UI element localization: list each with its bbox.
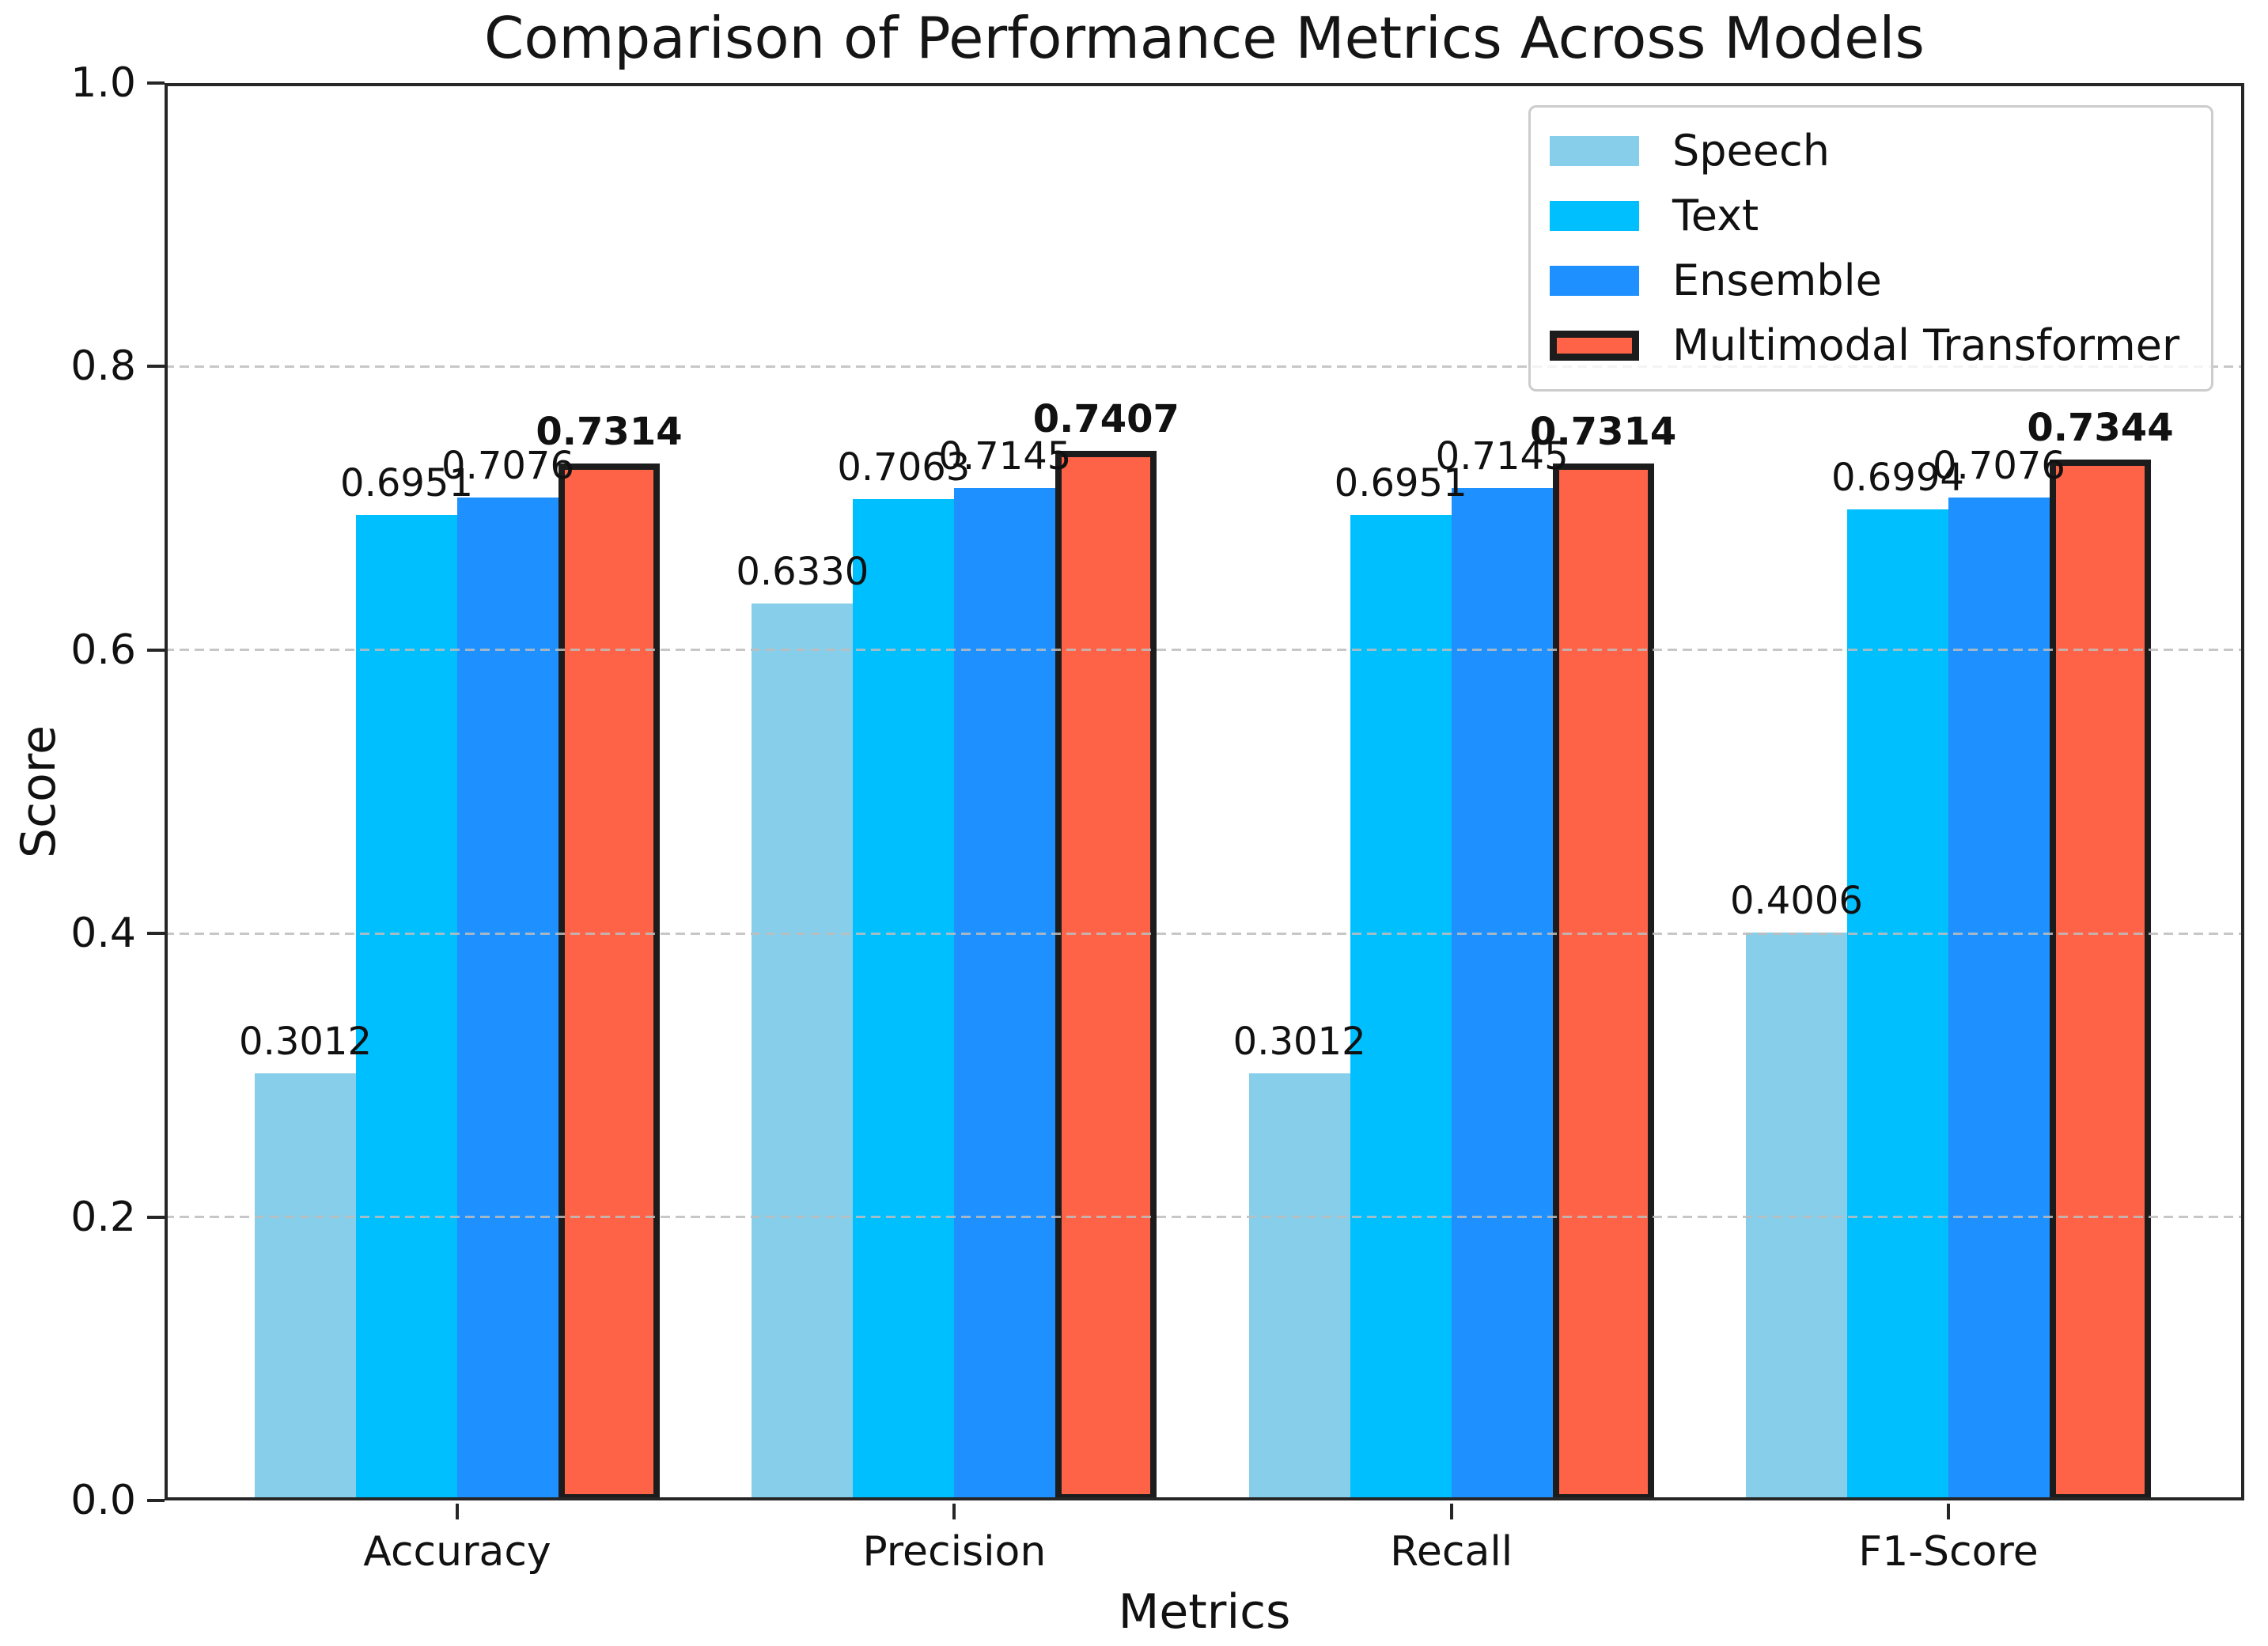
ytick-label-0.2: 0.2 <box>70 1193 136 1241</box>
ytick-label-1.0: 1.0 <box>70 59 136 107</box>
ytick-mark-0.2 <box>147 1215 165 1219</box>
legend-item-text: Text <box>1550 193 2179 239</box>
value-label-speech-precision: 0.6330 <box>736 549 869 594</box>
chart-title: Comparison of Performance Metrics Across… <box>484 5 1925 71</box>
ytick-label-0.8: 0.8 <box>70 342 136 391</box>
legend-swatch-speech <box>1550 136 1639 166</box>
legend-label-text: Text <box>1672 191 1759 240</box>
bar-multimodal-transformer-precision <box>1055 450 1157 1500</box>
legend-label-speech: Speech <box>1672 126 1830 176</box>
value-label-speech-f1-score: 0.4006 <box>1730 879 1863 924</box>
bar-speech-recall <box>1248 1073 1350 1500</box>
legend-swatch-text <box>1550 201 1639 231</box>
value-label-speech-accuracy: 0.3012 <box>239 1020 372 1065</box>
xtick-label-recall: Recall <box>1390 1528 1513 1576</box>
legend-swatch-ensemble <box>1550 266 1639 296</box>
value-label-ensemble-f1-score: 0.7076 <box>1933 443 2065 488</box>
ytick-mark-0.0 <box>147 1499 165 1502</box>
xtick-mark-accuracy <box>456 1504 459 1519</box>
ytick-label-0.0: 0.0 <box>70 1477 136 1524</box>
left-spine <box>165 83 168 1500</box>
legend-item-speech: Speech <box>1550 128 2179 174</box>
value-label-text-f1-score: 0.6994 <box>1831 455 1964 500</box>
legend-item-ensemble: Ensemble <box>1550 258 2179 304</box>
right-spine <box>2241 83 2244 1500</box>
ytick-label-0.6: 0.6 <box>70 626 136 674</box>
value-label-ensemble-recall: 0.7145 <box>1435 433 1569 479</box>
bar-text-precision <box>853 499 955 1500</box>
ytick-mark-1.0 <box>147 81 165 85</box>
bar-multimodal-transformer-accuracy <box>558 464 660 1500</box>
plot-area: 0.3012 0.6951 0.7076 0.7314 0.6330 0.7063 0.71… <box>165 83 2244 1500</box>
value-label-multimodal-transformer-f1-score: 0.7344 <box>2027 405 2174 450</box>
bar-text-accuracy <box>356 515 457 1500</box>
value-label-text-accuracy: 0.6951 <box>340 461 473 506</box>
ytick-mark-0.6 <box>147 648 165 652</box>
xtick-mark-precision <box>952 1504 956 1519</box>
bar-ensemble-f1-score <box>1948 497 2050 1500</box>
ytick-label-0.4: 0.4 <box>70 910 136 958</box>
bar-ensemble-accuracy <box>457 497 558 1500</box>
xtick-label-accuracy: Accuracy <box>363 1528 551 1576</box>
xtick-mark-recall <box>1449 1504 1453 1519</box>
value-label-text-recall: 0.6951 <box>1334 461 1467 506</box>
value-label-multimodal-transformer-recall: 0.7314 <box>1530 410 1677 455</box>
y-axis-label: Score <box>11 725 66 859</box>
gridline-0.8 <box>165 365 2244 368</box>
x-axis-label: Metrics <box>1118 1584 1291 1640</box>
top-spine <box>165 83 2244 86</box>
bar-multimodal-transformer-recall <box>1552 464 1654 1500</box>
value-label-multimodal-transformer-precision: 0.7407 <box>1032 396 1179 441</box>
bar-group-recall: 0.3012 0.6951 0.7145 0.7314 <box>1233 83 1676 1500</box>
bar-group-f1-score: 0.4006 0.6994 0.7076 0.7344 <box>1730 83 2174 1500</box>
bar-multimodal-transformer-f1-score <box>2049 459 2151 1500</box>
value-label-speech-recall: 0.3012 <box>1232 1020 1366 1065</box>
xtick-label-precision: Precision <box>862 1528 1047 1576</box>
value-label-ensemble-accuracy: 0.7076 <box>441 443 574 488</box>
legend: Speech Text Ensemble Multimodal Transformer <box>1528 105 2214 392</box>
legend-swatch-multimodal-transformer <box>1550 331 1639 361</box>
bar-group-accuracy: 0.3012 0.6951 0.7076 0.7314 <box>239 83 683 1500</box>
bar-text-f1-score <box>1846 509 1948 1500</box>
legend-label-multimodal-transformer: Multimodal Transformer <box>1672 320 2180 370</box>
value-label-multimodal-transformer-accuracy: 0.7314 <box>536 410 683 455</box>
legend-item-multimodal-transformer: Multimodal Transformer <box>1550 323 2179 369</box>
bar-ensemble-precision <box>954 487 1056 1500</box>
bar-text-recall <box>1350 515 1452 1500</box>
bar-ensemble-recall <box>1451 487 1553 1500</box>
xtick-mark-f1-score <box>1946 1504 1950 1519</box>
bar-group-precision: 0.6330 0.7063 0.7145 0.7407 <box>736 83 1179 1500</box>
gridline-0.2 <box>165 1216 2244 1219</box>
value-label-text-precision: 0.7063 <box>837 445 971 490</box>
ytick-mark-0.4 <box>147 932 165 936</box>
xtick-label-f1-score: F1-Score <box>1858 1528 2039 1576</box>
ytick-mark-0.8 <box>147 365 165 369</box>
bar-speech-accuracy <box>255 1073 356 1500</box>
legend-label-ensemble: Ensemble <box>1672 255 1882 305</box>
value-label-ensemble-precision: 0.7145 <box>938 433 1072 479</box>
gridline-0.6 <box>165 649 2244 652</box>
bottom-spine <box>165 1497 2244 1500</box>
gridline-0.4 <box>165 932 2244 935</box>
bar-speech-precision <box>752 603 854 1500</box>
